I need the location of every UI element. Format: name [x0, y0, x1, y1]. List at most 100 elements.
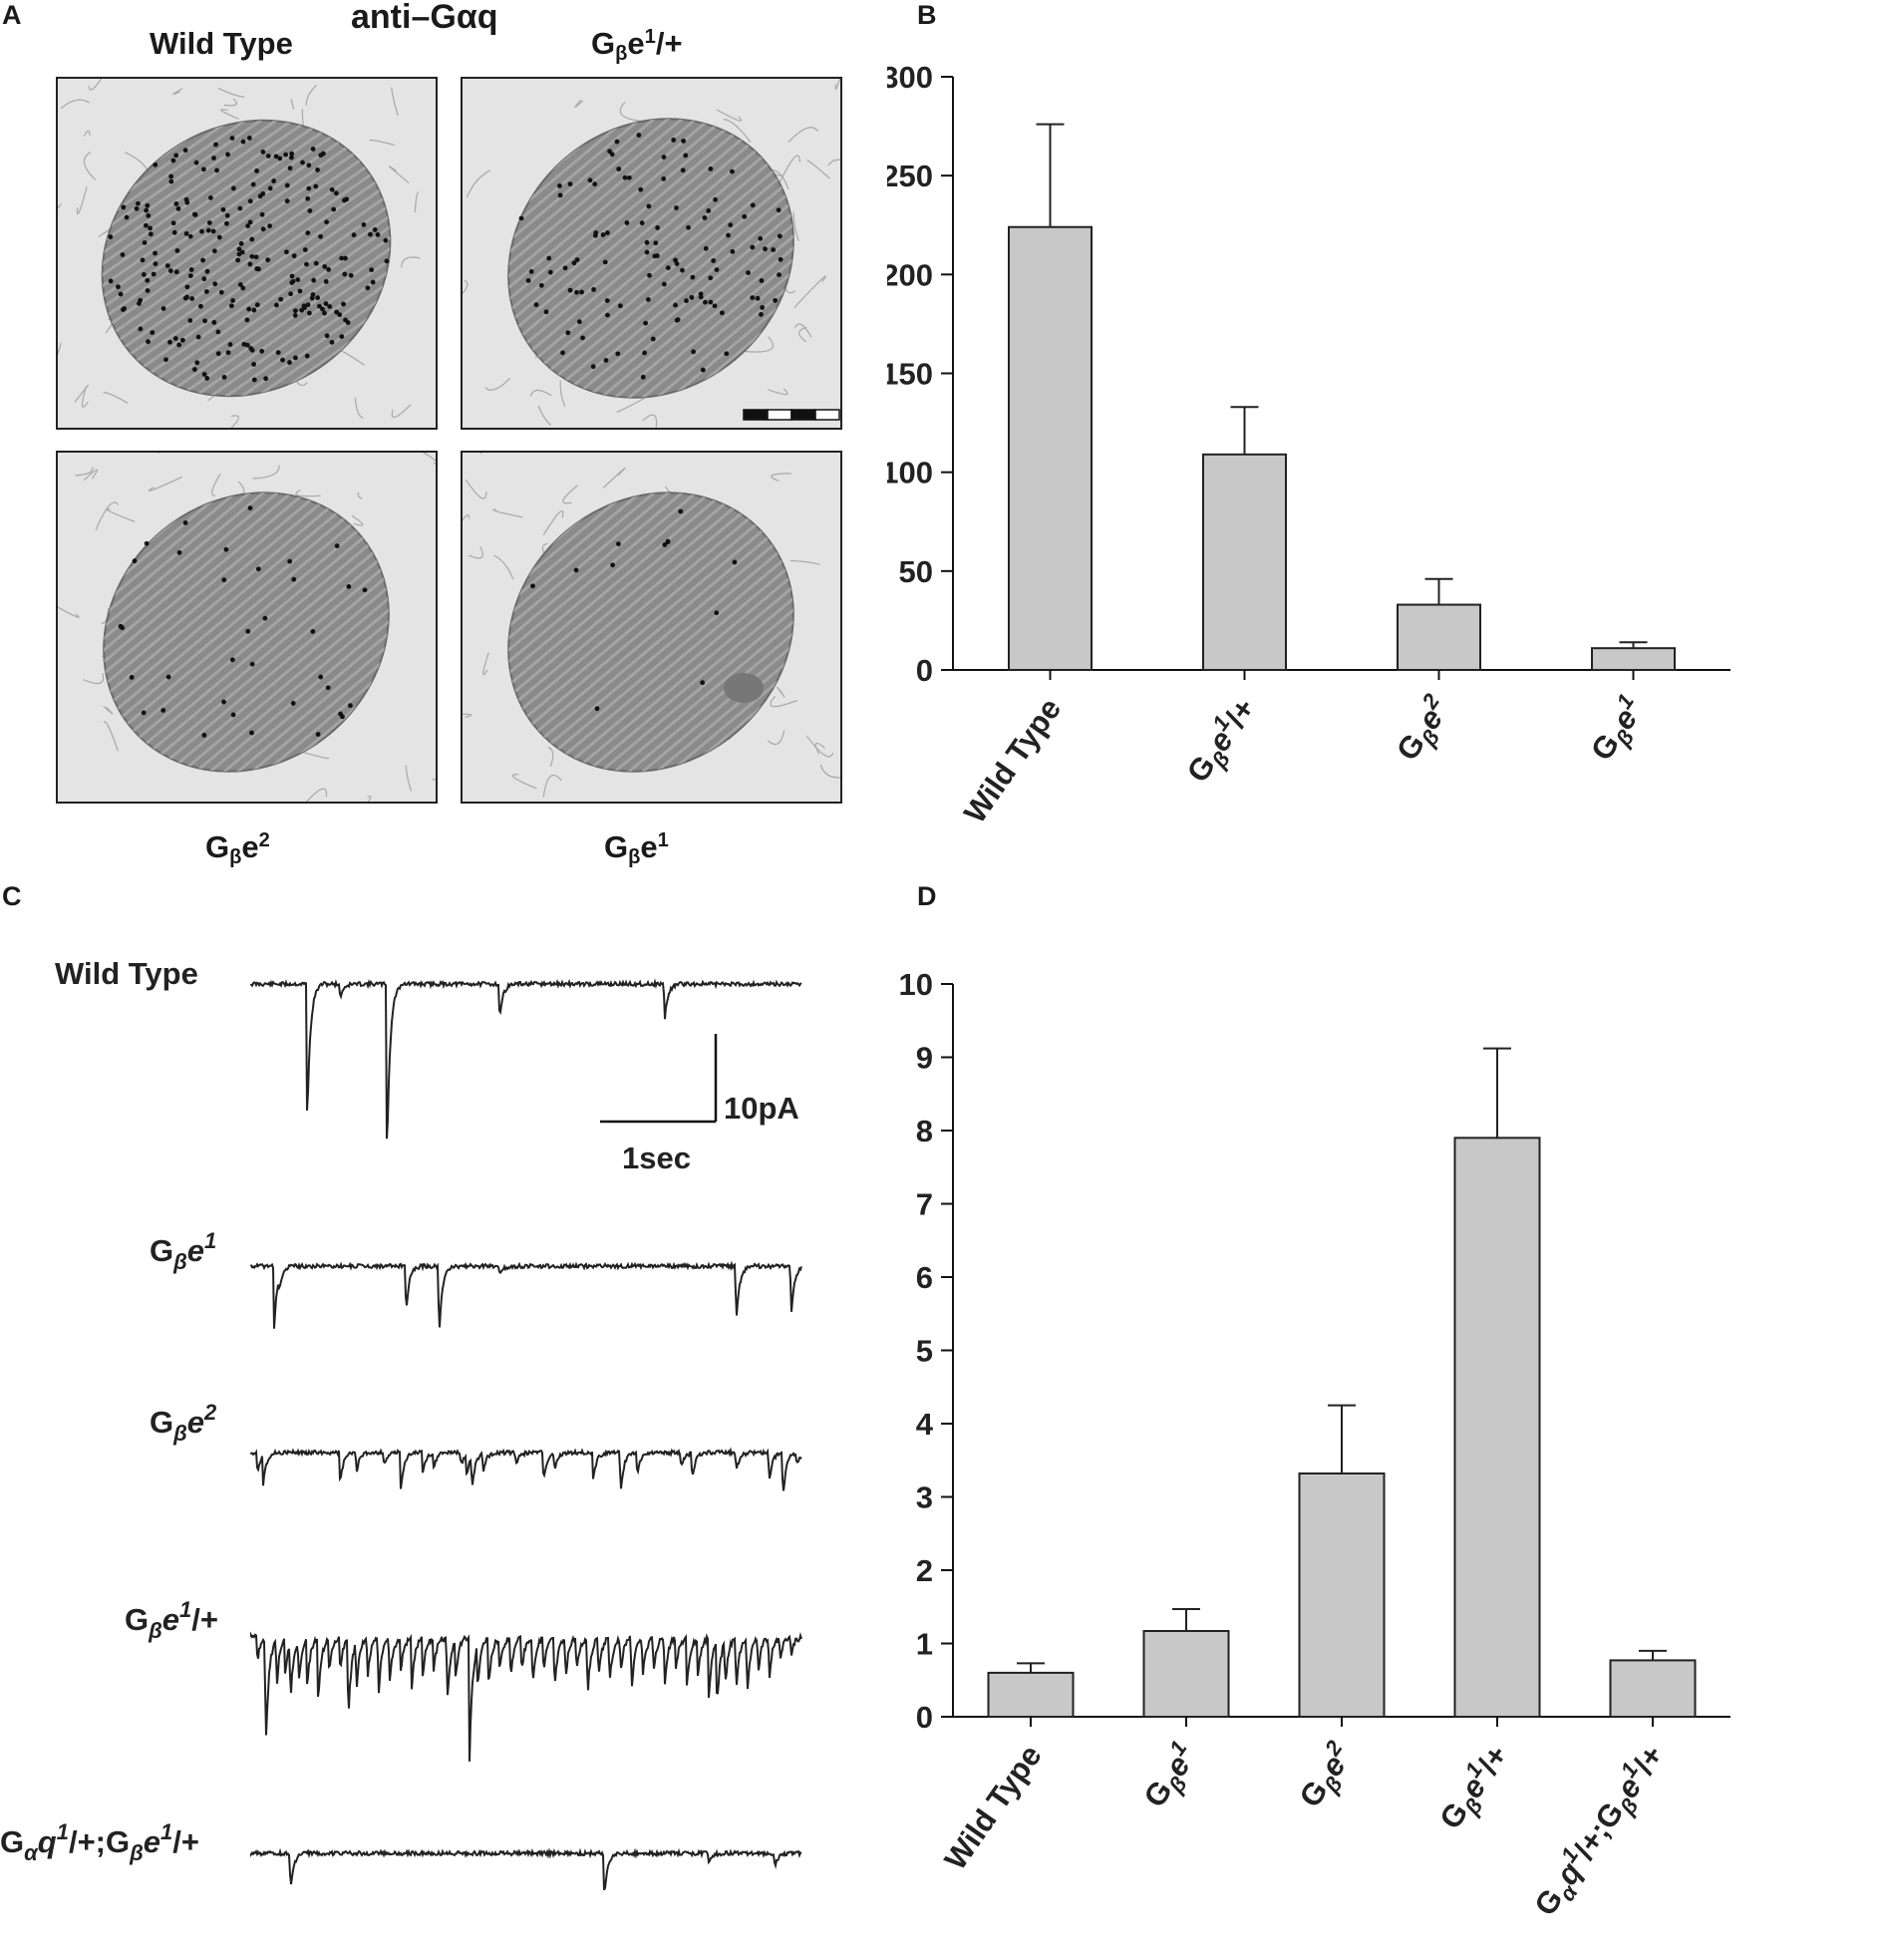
- gold-particle: [771, 247, 777, 252]
- microvillus-stripe: [104, 502, 335, 698]
- current-scale-label: 10pA: [724, 1091, 799, 1126]
- microvillus-stripe: [473, 87, 706, 283]
- gold-particle: [304, 261, 309, 267]
- gold-particle: [132, 558, 138, 564]
- gold-particle: [184, 284, 190, 290]
- gold-particle: [304, 353, 310, 359]
- tick-label-base: G: [125, 1602, 149, 1637]
- background-membrane: [220, 109, 239, 120]
- gold-particle: [293, 355, 298, 361]
- y-tick-label: 8: [916, 1114, 933, 1148]
- microvillus-stripe: [577, 584, 809, 781]
- gold-particle: [567, 287, 573, 293]
- gold-particle: [174, 248, 180, 253]
- gold-particle: [172, 336, 178, 341]
- tick-label-superscript: 1: [204, 1228, 216, 1253]
- bar: [1397, 603, 1481, 671]
- scale-bar-segment: [743, 409, 769, 421]
- gold-particle: [708, 299, 714, 305]
- bumps-per-sec-bar-chart: 012345678910Bumps/secWild TypeGβe1Gβe2Gβ…: [899, 967, 1730, 1922]
- gold-particle: [594, 706, 600, 712]
- gold-particle: [201, 276, 207, 282]
- panel-label-a: A: [2, 0, 22, 30]
- microvillus-stripe: [150, 557, 382, 753]
- gold-particle: [263, 376, 269, 382]
- trace-label: Gαq1/+;Gβe1/+: [0, 1819, 199, 1865]
- gold-particle: [525, 278, 531, 283]
- background-membrane: [83, 130, 91, 137]
- microvillus-stripe: [99, 137, 346, 311]
- label-post: e: [241, 829, 259, 865]
- microvillus-stripe: [145, 202, 393, 378]
- bar: [1008, 225, 1093, 671]
- gold-particle: [773, 297, 779, 303]
- micrograph-image: [463, 453, 840, 802]
- label-subscript: β: [628, 846, 641, 869]
- background-membrane: [814, 742, 825, 755]
- microvillus-stripe: [75, 468, 306, 663]
- gold-particle: [236, 246, 242, 252]
- gold-particle: [732, 559, 738, 565]
- gold-particle: [320, 306, 325, 312]
- background-membrane: [76, 186, 88, 215]
- gold-particle: [240, 285, 246, 291]
- gold-particle: [302, 247, 308, 253]
- background-membrane: [547, 747, 554, 767]
- gold-particle: [343, 255, 348, 261]
- background-membrane: [295, 490, 321, 497]
- gold-particle: [247, 198, 253, 204]
- background-membrane: [103, 392, 129, 404]
- microvillus-stripe: [73, 100, 320, 274]
- gold-particle: [287, 558, 293, 564]
- y-tick-label: 150: [887, 357, 933, 392]
- label-subscript: β: [229, 846, 242, 869]
- background-membrane: [148, 476, 182, 492]
- gold-particle: [230, 712, 236, 718]
- background-membrane: [723, 119, 752, 143]
- microvillus-stripe: [548, 550, 781, 746]
- gold-particle: [557, 192, 563, 198]
- gold-particle: [538, 282, 544, 288]
- gold-particle: [543, 309, 549, 315]
- gold-particle: [346, 584, 352, 589]
- time-scale-label: 1sec: [622, 1141, 691, 1175]
- scale-bar-segment: [814, 409, 840, 421]
- gold-particle: [108, 234, 114, 240]
- gold-particle: [254, 168, 259, 173]
- gold-particle: [334, 309, 339, 315]
- current-traces: Wild TypeGβe1Gβe2Gβe1/+Gαq1/+;Gβe1/+1sec…: [0, 956, 802, 1891]
- gold-particle: [206, 220, 212, 225]
- gold-particle: [245, 628, 251, 634]
- bar: [1142, 1630, 1230, 1719]
- gold-particle: [650, 336, 656, 342]
- background-membrane: [602, 467, 626, 489]
- tick-label-superscript: 1: [57, 1819, 69, 1844]
- gold-particle: [150, 330, 156, 335]
- gold-particle: [187, 273, 193, 279]
- microvillus-stripe: [583, 217, 815, 414]
- tick-label-subscript: β: [172, 1249, 187, 1274]
- panel-label-c: C: [2, 881, 22, 911]
- gold-particle: [530, 583, 535, 589]
- gold-particle: [518, 215, 524, 221]
- gold-particle: [141, 272, 147, 277]
- gold-particle: [182, 148, 188, 154]
- gold-particle: [348, 272, 354, 278]
- gold-particle: [362, 587, 368, 593]
- gold-particle: [168, 173, 173, 179]
- gold-particle: [337, 312, 343, 318]
- microvillus-stripe: [144, 550, 376, 746]
- gold-particle: [153, 250, 157, 256]
- panel-label-b: B: [917, 0, 937, 30]
- current-trace: [250, 1847, 802, 1891]
- gold-particle: [280, 357, 285, 363]
- gold-particle: [249, 347, 255, 353]
- gold-particle: [368, 231, 373, 237]
- background-membrane: [58, 342, 62, 356]
- background-membrane: [469, 546, 483, 559]
- gold-particle: [216, 234, 222, 240]
- gold-particle: [714, 267, 720, 273]
- gold-particle: [211, 156, 216, 161]
- x-tick-label: Wild Type: [957, 692, 1068, 829]
- label-superscript: 2: [258, 829, 270, 851]
